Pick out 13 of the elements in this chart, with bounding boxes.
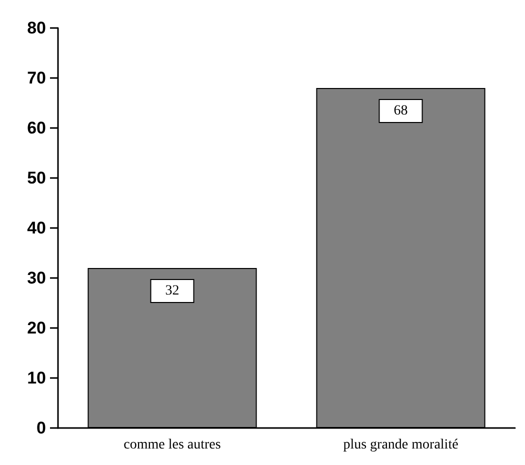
y-tick-label: 60 — [27, 118, 46, 138]
x-tick-label: comme les autres — [124, 438, 221, 452]
y-tick-label: 20 — [27, 318, 46, 338]
y-tick-label: 40 — [27, 218, 46, 238]
x-tick-label: plus grande moralité — [343, 438, 458, 452]
y-tick-label: 30 — [27, 268, 46, 288]
y-tick-label: 50 — [27, 168, 46, 188]
y-tick-label: 10 — [27, 368, 46, 388]
data-label: 32 — [165, 284, 180, 298]
y-tick-label: 70 — [27, 68, 46, 88]
data-label: 68 — [394, 104, 408, 118]
y-tick-label: 0 — [36, 418, 46, 438]
y-tick-label: 80 — [27, 18, 46, 38]
